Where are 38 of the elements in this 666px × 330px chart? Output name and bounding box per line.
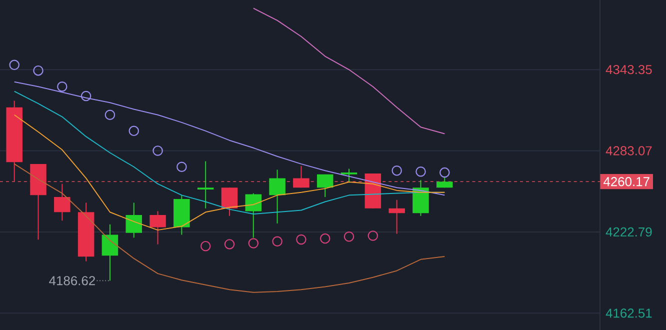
y-tick-label: 4283.07	[606, 146, 652, 156]
y-tick-label: 4162.51	[606, 308, 652, 318]
candlestick	[197, 160, 214, 209]
point	[57, 81, 68, 92]
y-tick-label: 4343.35	[606, 64, 652, 74]
candlestick	[245, 192, 262, 238]
point	[272, 236, 282, 247]
point	[416, 166, 426, 177]
candlestick	[126, 202, 142, 238]
point	[9, 60, 20, 70]
candlestick	[221, 187, 238, 216]
point	[392, 166, 402, 176]
candlestick	[293, 165, 310, 188]
candlestick	[316, 174, 334, 198]
candlestick	[54, 183, 70, 222]
point	[344, 232, 354, 242]
point	[176, 162, 187, 172]
point	[104, 110, 116, 120]
point	[439, 167, 450, 178]
point	[248, 238, 259, 248]
point	[200, 240, 211, 252]
annotation: 4186.62	[49, 276, 95, 286]
candlestick	[150, 210, 166, 245]
ref-line-label: 4260.17	[603, 177, 650, 186]
point	[296, 234, 306, 245]
point	[152, 146, 163, 156]
line-series	[252, 8, 446, 134]
point	[368, 230, 378, 241]
candlestick	[269, 169, 286, 224]
candlestick	[388, 199, 405, 234]
candlestick	[340, 168, 358, 182]
line-series	[14, 163, 446, 293]
point	[224, 239, 235, 250]
point	[128, 126, 139, 136]
point	[33, 65, 44, 76]
y-tick-label: 4222.79	[606, 227, 652, 237]
point	[320, 233, 330, 244]
point	[80, 90, 92, 102]
